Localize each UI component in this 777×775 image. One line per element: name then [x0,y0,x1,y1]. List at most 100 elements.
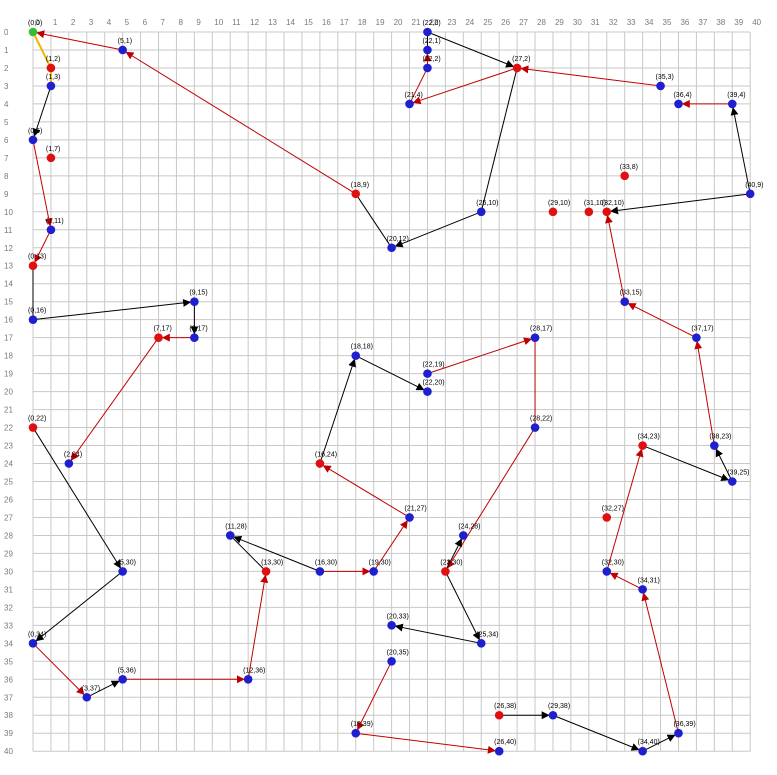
point-red [441,567,450,576]
edge-red [70,337,159,461]
point-red [620,171,629,181]
point-blue [638,585,647,594]
y-tick-label: 9 [4,190,9,199]
x-tick-label: 35 [663,18,672,27]
point-label: (22,0) [422,20,440,27]
point-label: (1,3) [46,74,60,81]
point-red [638,441,647,450]
edge-red [641,592,679,734]
point-label: (21,27) [405,505,427,512]
point-blue [118,674,127,684]
edge-yellow [32,31,52,69]
point-blue [46,225,56,235]
x-tick-label: 39 [734,18,743,27]
y-tick-label: 7 [4,154,9,163]
point-blue [745,189,755,199]
point-label: (20,12) [387,236,409,243]
point-label: (0,0) [28,20,42,27]
edge-red [609,572,643,590]
edge-black [444,538,462,572]
point-label: (36,39) [673,721,695,728]
y-tick-label: 13 [4,262,13,271]
point-blue [225,531,235,540]
edge-red [357,661,393,731]
edge-red [412,67,518,105]
point-label: (22,2) [422,56,440,63]
y-tick-label: 24 [4,460,13,469]
point-red [261,567,271,576]
point-blue [28,639,38,648]
y-tick-label: 15 [4,298,13,307]
x-tick-label: 0 [35,18,40,27]
edges-layer [32,30,751,754]
point-label: (18,9) [351,182,369,189]
point-label: (32,27) [602,505,624,512]
edge-red [247,574,269,680]
point-label: (11,28) [225,523,247,530]
point-label: (27,2) [512,56,530,63]
x-tick-label: 22 [429,18,438,27]
y-tick-label: 1 [4,46,9,55]
point-label: (9,17) [189,326,207,333]
x-tick-label: 11 [232,18,241,27]
y-tick-label: 22 [4,424,13,433]
y-tick-label: 27 [4,513,13,522]
x-tick-label: 31 [591,18,600,27]
point-label: (22,19) [422,362,444,369]
y-tick-label: 18 [4,352,13,361]
y-tick-label: 5 [4,118,9,127]
x-tick-label: 20 [394,18,403,27]
x-tick-label: 26 [501,18,510,27]
point-label: (34,40) [638,739,660,746]
point-red [584,207,594,217]
x-tick-label: 27 [519,18,528,27]
point-red [602,207,612,217]
edge-black [35,571,123,642]
x-tick-label: 37 [698,18,707,27]
edge-red [627,303,697,339]
point-blue [243,674,253,684]
point-label: (0,6) [28,128,42,135]
y-tick-label: 8 [4,172,9,181]
edge-black [233,535,321,572]
point-blue [710,441,719,450]
point-red [46,153,56,163]
y-tick-label: 11 [4,226,13,235]
x-tick-label: 24 [465,18,474,27]
edge-black [394,211,482,248]
x-tick-label: 30 [573,18,582,27]
point-label: (34,31) [638,577,660,584]
point-blue [692,333,701,342]
edge-red [32,139,53,227]
point-red [315,459,325,468]
edge-red [36,30,123,51]
point-label: (34,23) [638,434,660,441]
grid-lines [32,31,751,752]
x-tick-label: 8 [178,18,183,27]
point-blue [530,333,540,342]
x-axis-tick-labels: 0 1 2 3 4 5 6 7 8 9 10 11 12 13 14 15 16 17 18 19 20 21 22 23 24… [35,18,762,27]
point-blue [46,81,56,91]
point-label: (0,22) [28,416,46,423]
point-blue [459,531,468,540]
x-tick-label: 9 [196,18,201,27]
y-tick-label: 36 [4,675,13,684]
point-blue [369,567,378,576]
point-label: (16,30) [315,559,337,566]
edge-black [730,107,751,194]
point-blue [530,423,540,432]
y-tick-label: 31 [4,585,13,594]
x-tick-label: 34 [645,18,654,27]
point-label: (33,15) [620,290,642,297]
point-label: (22,1) [422,38,440,45]
point-label: (32,10) [602,200,624,207]
point-green [28,27,38,37]
x-tick-label: 3 [89,18,94,27]
point-label: (39,4) [727,92,745,99]
point-blue [405,99,414,109]
edge-red [447,427,536,569]
point-blue [351,728,361,738]
point-blue [476,639,486,648]
point-label: (38,23) [709,434,731,441]
point-label: (21,4) [405,92,423,99]
